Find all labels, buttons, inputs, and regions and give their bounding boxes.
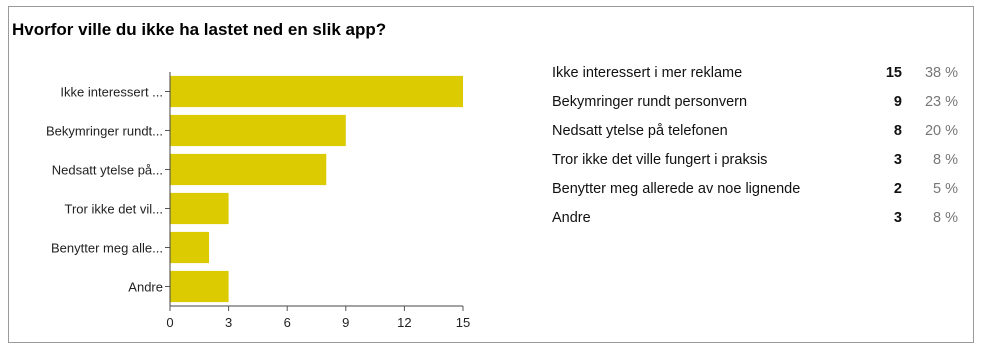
row-count: 3 (893, 209, 902, 226)
table-row: Benytter meg allerede av noe lignende 2 … (552, 174, 958, 203)
bar (170, 231, 210, 264)
bar (170, 75, 463, 108)
bar (170, 192, 229, 225)
y-tick-label: Tror ikke det vil... (65, 202, 163, 217)
row-percent: 8 % (933, 151, 958, 168)
bar (170, 114, 346, 147)
y-tick-label: Bekymringer rundt... (46, 124, 163, 139)
bar (170, 270, 229, 303)
y-tick-label: Benytter meg alle... (51, 241, 163, 256)
bar (170, 153, 327, 186)
y-tick-label: Andre (128, 280, 163, 295)
row-count: 9 (893, 93, 902, 110)
x-tick-label: 12 (397, 315, 411, 330)
chart-title: Hvorfor ville du ikke ha lastet ned en s… (12, 20, 387, 39)
row-label: Andre (552, 209, 591, 226)
y-tick-label: Ikke interessert ... (60, 85, 163, 100)
row-count: 8 (893, 122, 902, 139)
table-row: Ikke interessert i mer reklame 15 38 % (552, 58, 958, 87)
table-row: Nedsatt ytelse på telefonen 8 20 % (552, 116, 958, 145)
results-table: Ikke interessert i mer reklame 15 38 % B… (552, 58, 958, 232)
row-label: Nedsatt ytelse på telefonen (552, 122, 728, 139)
row-percent: 8 % (933, 209, 958, 226)
row-label: Bekymringer rundt personvern (552, 93, 748, 110)
x-tick-label: 0 (166, 315, 173, 330)
row-percent: 38 % (924, 64, 958, 81)
row-label: Tror ikke det ville fungert i praksis (552, 151, 768, 168)
row-percent: 5 % (933, 180, 958, 197)
row-label: Benytter meg allerede av noe lignende (552, 180, 801, 197)
table-row: Tror ikke det ville fungert i praksis 3 … (552, 145, 958, 174)
table-row: Bekymringer rundt personvern 9 23 % (552, 87, 958, 116)
row-count: 2 (893, 180, 902, 197)
x-tick-label: 9 (342, 315, 349, 330)
row-count: 3 (893, 151, 902, 168)
row-percent: 23 % (924, 93, 958, 110)
x-tick-label: 3 (225, 315, 232, 330)
row-label: Ikke interessert i mer reklame (552, 64, 743, 81)
table-row: Andre 3 8 % (552, 203, 958, 232)
row-percent: 20 % (924, 122, 958, 139)
row-count: 15 (885, 64, 902, 81)
x-tick-label: 6 (284, 315, 291, 330)
y-tick-label: Nedsatt ytelse på... (52, 163, 163, 178)
x-tick-label: 15 (456, 315, 470, 330)
